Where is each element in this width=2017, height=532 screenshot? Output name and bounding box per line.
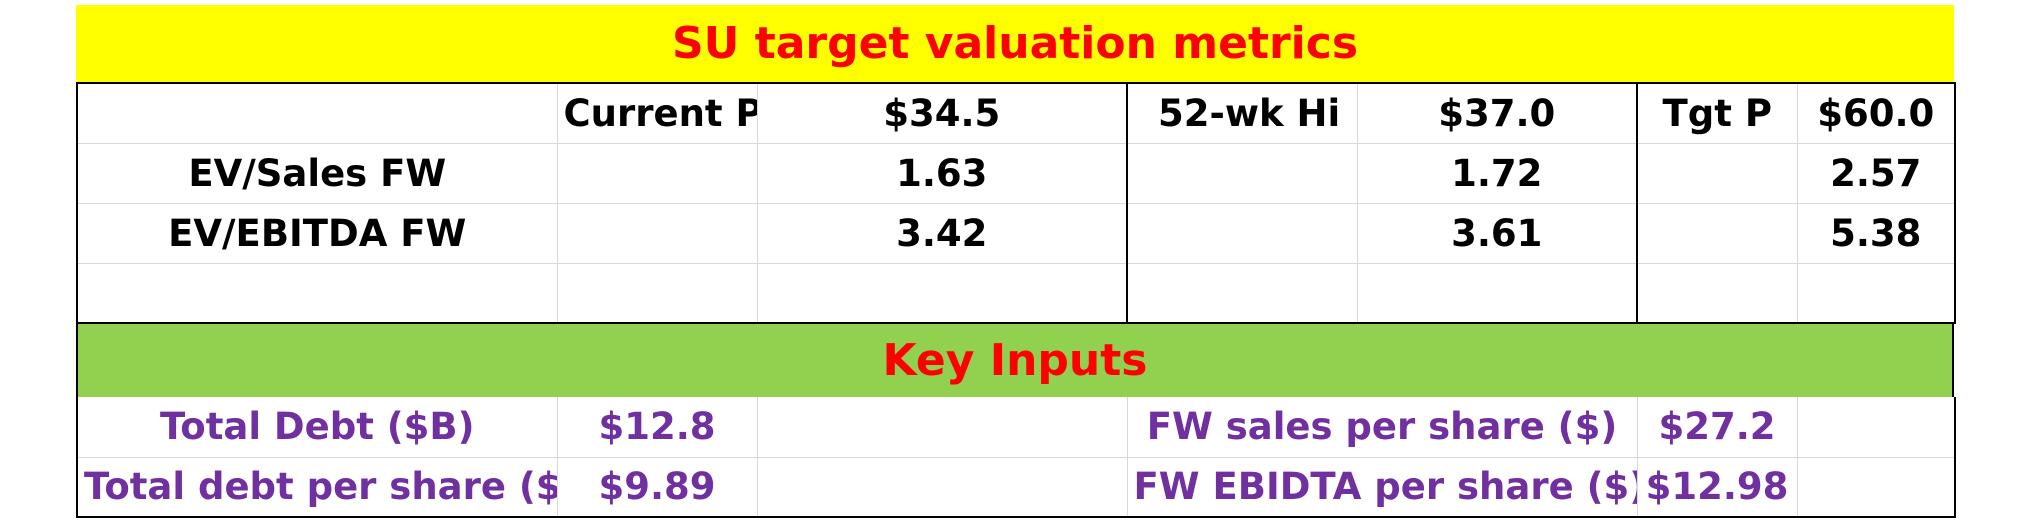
- input-value[interactable]: $12.8: [557, 397, 758, 458]
- table-cell[interactable]: [1637, 143, 1798, 204]
- table-cell[interactable]: [557, 143, 758, 204]
- spreadsheet: SU target valuation metrics Current P $3…: [76, 5, 1956, 518]
- high-price-label[interactable]: 52-wk Hi: [1127, 83, 1358, 144]
- table-cell[interactable]: [77, 83, 558, 144]
- input-label[interactable]: Total Debt ($B): [77, 397, 558, 458]
- metric-target[interactable]: 2.57: [1797, 143, 1955, 204]
- metric-label[interactable]: EV/EBITDA FW: [77, 203, 558, 264]
- table-cell[interactable]: [1357, 263, 1638, 323]
- sheet-title: SU target valuation metrics: [76, 5, 1954, 82]
- target-price-value[interactable]: $60.0: [1797, 83, 1955, 144]
- table-row: Total Debt ($B) $12.8 FW sales per share…: [77, 397, 1955, 458]
- metric-current[interactable]: 1.63: [757, 143, 1128, 204]
- table-cell[interactable]: [1797, 397, 1955, 458]
- current-price-label[interactable]: Current P: [557, 83, 758, 144]
- input-label[interactable]: FW EBIDTA per share ($): [1127, 457, 1638, 517]
- table-cell[interactable]: [1127, 263, 1358, 323]
- metric-current[interactable]: 3.42: [757, 203, 1128, 264]
- high-price-value[interactable]: $37.0: [1357, 83, 1638, 144]
- table-cell[interactable]: [1797, 263, 1955, 323]
- table-cell[interactable]: [757, 397, 1128, 458]
- valuation-metrics-table: Current P $34.5 52-wk Hi $37.0 Tgt P $60…: [76, 82, 1956, 324]
- table-cell[interactable]: [757, 263, 1128, 323]
- table-row: Total debt per share ($) $9.89 FW EBIDTA…: [77, 457, 1955, 517]
- input-label[interactable]: FW sales per share ($): [1127, 397, 1638, 458]
- table-cell[interactable]: [1127, 143, 1358, 204]
- input-value[interactable]: $12.98: [1637, 457, 1798, 517]
- target-price-label[interactable]: Tgt P: [1637, 83, 1798, 144]
- current-price-value[interactable]: $34.5: [757, 83, 1128, 144]
- table-cell[interactable]: [77, 263, 558, 323]
- table-cell[interactable]: [557, 263, 758, 323]
- metric-high[interactable]: 3.61: [1357, 203, 1638, 264]
- price-header-row: Current P $34.5 52-wk Hi $37.0 Tgt P $60…: [77, 83, 1955, 144]
- input-value[interactable]: $9.89: [557, 457, 758, 517]
- input-value[interactable]: $27.2: [1637, 397, 1798, 458]
- key-inputs-table: Total Debt ($B) $12.8 FW sales per share…: [76, 397, 1956, 518]
- key-inputs-header: Key Inputs: [76, 324, 1954, 397]
- metric-target[interactable]: 5.38: [1797, 203, 1955, 264]
- table-row: [77, 263, 1955, 323]
- table-cell[interactable]: [757, 457, 1128, 517]
- table-cell[interactable]: [1127, 203, 1358, 264]
- table-row: EV/EBITDA FW 3.42 3.61 5.38: [77, 203, 1955, 264]
- input-label[interactable]: Total debt per share ($): [77, 457, 558, 517]
- table-row: EV/Sales FW 1.63 1.72 2.57: [77, 143, 1955, 204]
- table-cell[interactable]: [1637, 203, 1798, 264]
- table-cell[interactable]: [557, 203, 758, 264]
- metric-label[interactable]: EV/Sales FW: [77, 143, 558, 204]
- table-cell[interactable]: [1797, 457, 1955, 517]
- metric-high[interactable]: 1.72: [1357, 143, 1638, 204]
- table-cell[interactable]: [1637, 263, 1798, 323]
